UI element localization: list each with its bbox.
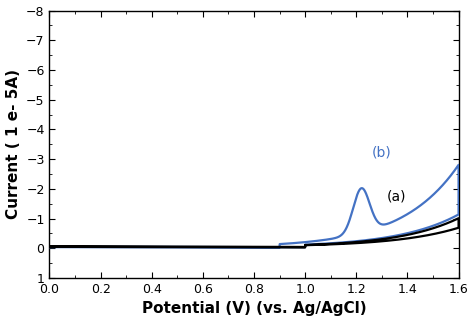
X-axis label: Potential (V) (vs. Ag/AgCl): Potential (V) (vs. Ag/AgCl)	[142, 301, 366, 317]
Y-axis label: Current ( 1 e- 5A): Current ( 1 e- 5A)	[6, 69, 20, 219]
Text: (a): (a)	[387, 190, 407, 204]
Text: (b): (b)	[372, 145, 392, 159]
